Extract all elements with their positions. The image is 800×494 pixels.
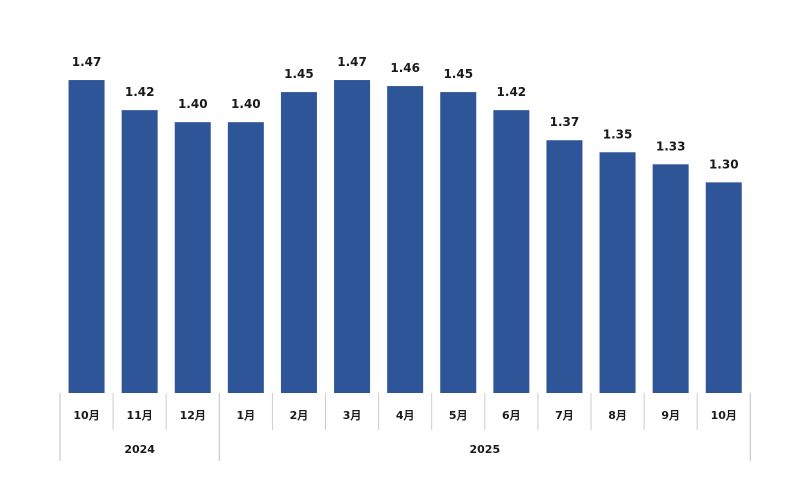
bar-value-label: 1.37 [550,115,580,129]
bar-value-label: 1.47 [337,55,367,69]
month-tick-label: 5月 [449,409,468,422]
bar-value-label: 1.30 [709,157,739,171]
month-tick-label: 9月 [661,409,680,422]
bar [440,92,477,393]
month-tick-label: 11月 [126,409,152,422]
month-tick-label: 10月 [73,409,99,422]
month-tick-label: 8月 [608,409,627,422]
month-tick-label: 10月 [711,409,737,422]
bar-value-label: 1.45 [284,67,314,81]
bar-value-label: 1.40 [178,97,208,111]
month-tick-label: 6月 [502,409,521,422]
bar-value-label: 1.42 [497,85,527,99]
bar [280,92,317,393]
year-group-label: 2025 [469,443,500,456]
bar [652,164,689,393]
value-labels-layer: 1.47 1.42 1.40 1.40 1.45 1.47 1.46 1.45 1.42 1.37… [72,55,739,171]
category-axis: 10月 11月 12月 1月 2月 3月 4月 5月 6月 7月 8月 9月 10月 2024 2025 [59,393,751,461]
bar-value-label: 1.33 [656,139,686,153]
bar [493,110,530,394]
bar [174,122,211,394]
bar-value-label: 1.45 [443,67,473,81]
bar [387,86,424,393]
month-tick-label: 12月 [180,409,206,422]
year-group-label: 2024 [124,443,155,456]
bar-value-label: 1.46 [390,61,420,75]
month-tick-label: 1月 [237,409,256,422]
bar [121,110,158,394]
month-tick-label: 3月 [343,409,362,422]
bar-value-label: 1.42 [125,85,155,99]
month-tick-label: 7月 [555,409,574,422]
bar [334,80,371,394]
bar-value-label: 1.40 [231,97,261,111]
bar-value-label: 1.47 [72,55,102,69]
month-tick-label: 2月 [290,409,309,422]
bar [227,122,264,394]
month-tick-label: 4月 [396,409,415,422]
bar [546,140,583,393]
bar [68,80,105,394]
bars-layer [68,80,742,394]
bar [599,152,636,393]
bar-value-label: 1.35 [603,127,633,141]
bar [705,182,742,393]
